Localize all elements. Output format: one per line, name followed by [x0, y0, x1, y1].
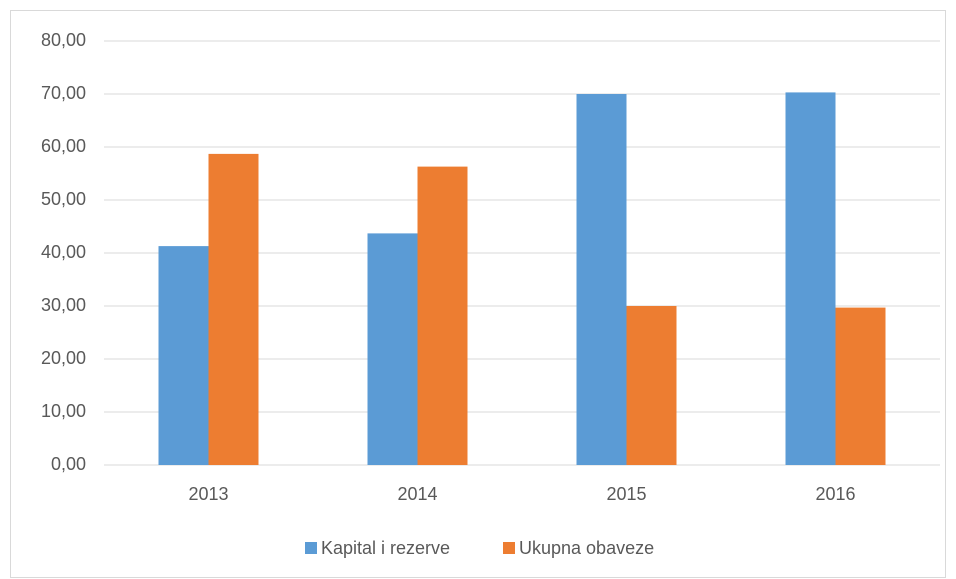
legend-label: Ukupna obaveze: [519, 538, 654, 558]
legend-label: Kapital i rezerve: [321, 538, 450, 558]
x-tick-label: 2013: [188, 484, 228, 504]
bar: [785, 92, 836, 465]
bar: [208, 153, 259, 465]
legend-swatch: [503, 542, 515, 554]
y-tick-label: 30,00: [41, 295, 86, 315]
x-tick-label: 2015: [606, 484, 646, 504]
bar: [417, 166, 468, 466]
bar: [158, 246, 209, 465]
x-tick-label: 2014: [397, 484, 437, 504]
bar: [576, 94, 627, 465]
bar: [835, 307, 886, 465]
y-tick-label: 20,00: [41, 348, 86, 368]
bar: [626, 306, 677, 465]
y-tick-label: 70,00: [41, 83, 86, 103]
y-tick-label: 60,00: [41, 136, 86, 156]
y-tick-label: 10,00: [41, 401, 86, 421]
legend-swatch: [305, 542, 317, 554]
bar: [367, 233, 418, 465]
y-tick-label: 80,00: [41, 30, 86, 50]
x-tick-label: 2016: [815, 484, 855, 504]
y-tick-label: 0,00: [51, 454, 86, 474]
y-tick-label: 50,00: [41, 189, 86, 209]
y-tick-label: 40,00: [41, 242, 86, 262]
